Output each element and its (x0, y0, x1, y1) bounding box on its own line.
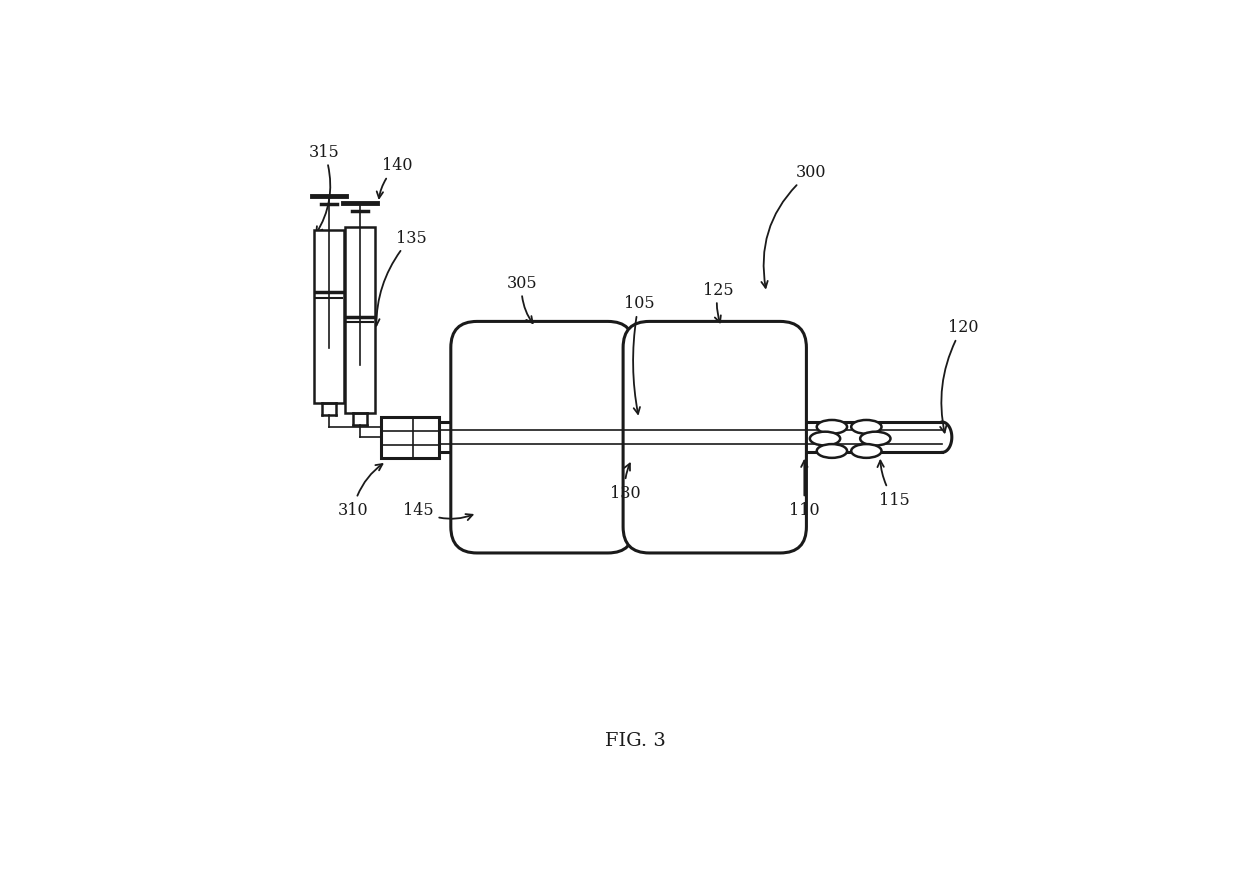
Bar (314, 232, 343, 403)
Ellipse shape (861, 432, 890, 446)
Ellipse shape (817, 420, 847, 434)
FancyBboxPatch shape (622, 322, 806, 553)
Ellipse shape (851, 444, 882, 459)
Text: 105: 105 (624, 295, 655, 415)
Ellipse shape (810, 432, 841, 446)
Text: 110: 110 (789, 461, 820, 519)
Ellipse shape (851, 420, 882, 434)
Text: 120: 120 (940, 319, 978, 433)
Text: 130: 130 (610, 464, 641, 502)
FancyBboxPatch shape (451, 322, 634, 553)
Text: 145: 145 (403, 502, 472, 520)
Ellipse shape (817, 444, 847, 459)
Text: 310: 310 (337, 465, 382, 519)
Bar (381, 417, 439, 459)
Text: 305: 305 (506, 274, 537, 324)
Bar (345, 228, 374, 414)
Text: 300: 300 (761, 164, 827, 289)
Text: 115: 115 (878, 461, 909, 508)
Text: FIG. 3: FIG. 3 (605, 731, 666, 749)
Text: 135: 135 (373, 230, 427, 326)
Text: 315: 315 (309, 144, 340, 234)
Text: 140: 140 (377, 157, 413, 198)
Text: 125: 125 (703, 282, 734, 323)
